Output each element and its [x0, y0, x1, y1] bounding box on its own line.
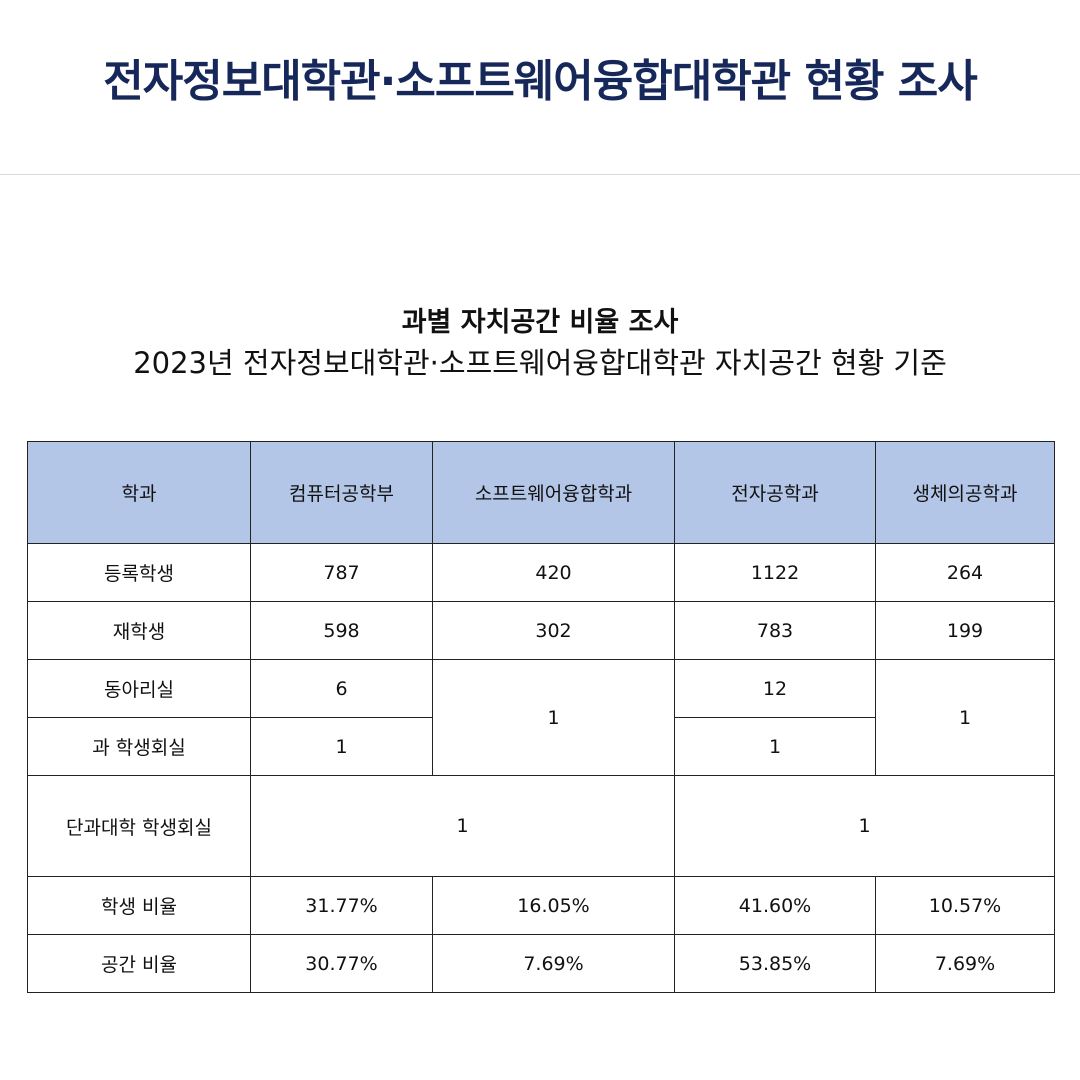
table-cell-merged: 1 [674, 775, 1055, 877]
table-row-student-ratio: 학생 비율 31.77% 16.05% 41.60% 10.57% [27, 876, 1055, 935]
table-cell: 30.77% [250, 934, 433, 993]
table-cell: 16.05% [432, 876, 675, 935]
page-title: 전자정보대학관·소프트웨어융합대학관 현황 조사 [103, 56, 977, 107]
header-department: 학과 [27, 441, 251, 544]
table-row-college-council: 단과대학 학생회실 1 1 [27, 775, 1055, 877]
table-cell: 53.85% [674, 934, 876, 993]
table-row-dept-council: 과 학생회실 1 1 [27, 717, 1055, 776]
table-cell: 783 [674, 601, 876, 660]
table-cell: 787 [250, 543, 433, 602]
table-row-enrolled: 등록학생 787 420 1122 264 [27, 543, 1055, 602]
table-cell: 7.69% [432, 934, 675, 993]
table-row-space-ratio: 공간 비율 30.77% 7.69% 53.85% 7.69% [27, 934, 1055, 993]
table-cell: 41.60% [674, 876, 876, 935]
row-label: 과 학생회실 [27, 717, 251, 776]
table-cell: 302 [432, 601, 675, 660]
table-header-row: 학과 컴퓨터공학부 소프트웨어융합학과 전자공학과 생체의공학과 [27, 441, 1055, 544]
table-row-current: 재학생 598 302 783 199 [27, 601, 1055, 660]
header-biomedical-engineering: 생체의공학과 [875, 441, 1055, 544]
table-cell-merged: 1 [250, 775, 675, 877]
table-cell: 6 [250, 659, 433, 718]
header-electronic-engineering: 전자공학과 [674, 441, 876, 544]
table-cell: 10.57% [875, 876, 1055, 935]
row-label: 동아리실 [27, 659, 251, 718]
table-cell: 12 [674, 659, 876, 718]
row-label: 단과대학 학생회실 [27, 775, 251, 877]
table-cell: 31.77% [250, 876, 433, 935]
space-ratio-table: 학과 컴퓨터공학부 소프트웨어융합학과 전자공학과 생체의공학과 등록학생 78… [27, 441, 1055, 993]
row-label: 학생 비율 [27, 876, 251, 935]
header-software-convergence: 소프트웨어융합학과 [432, 441, 675, 544]
header-computer-engineering: 컴퓨터공학부 [250, 441, 433, 544]
table-row-club-rooms: 동아리실 6 1 12 1 [27, 659, 1055, 776]
section-caption: 2023년 전자정보대학관·소프트웨어융합대학관 자치공간 현황 기준 [133, 346, 947, 380]
table-cell: 199 [875, 601, 1055, 660]
table-cell: 1 [250, 717, 433, 776]
row-label: 재학생 [27, 601, 251, 660]
table-cell: 1122 [674, 543, 876, 602]
row-label: 등록학생 [27, 543, 251, 602]
table-cell: 1 [674, 717, 876, 776]
table-cell-merged: 1 [875, 659, 1055, 776]
page-header: 전자정보대학관·소프트웨어융합대학관 현황 조사 [0, 0, 1080, 175]
table-cell: 264 [875, 543, 1055, 602]
row-label: 공간 비율 [27, 934, 251, 993]
table-cell-merged: 1 [432, 659, 675, 776]
table-cell: 598 [250, 601, 433, 660]
table-cell: 420 [432, 543, 675, 602]
section-title: 과별 자치공간 비율 조사 [401, 307, 679, 338]
table-cell: 7.69% [875, 934, 1055, 993]
